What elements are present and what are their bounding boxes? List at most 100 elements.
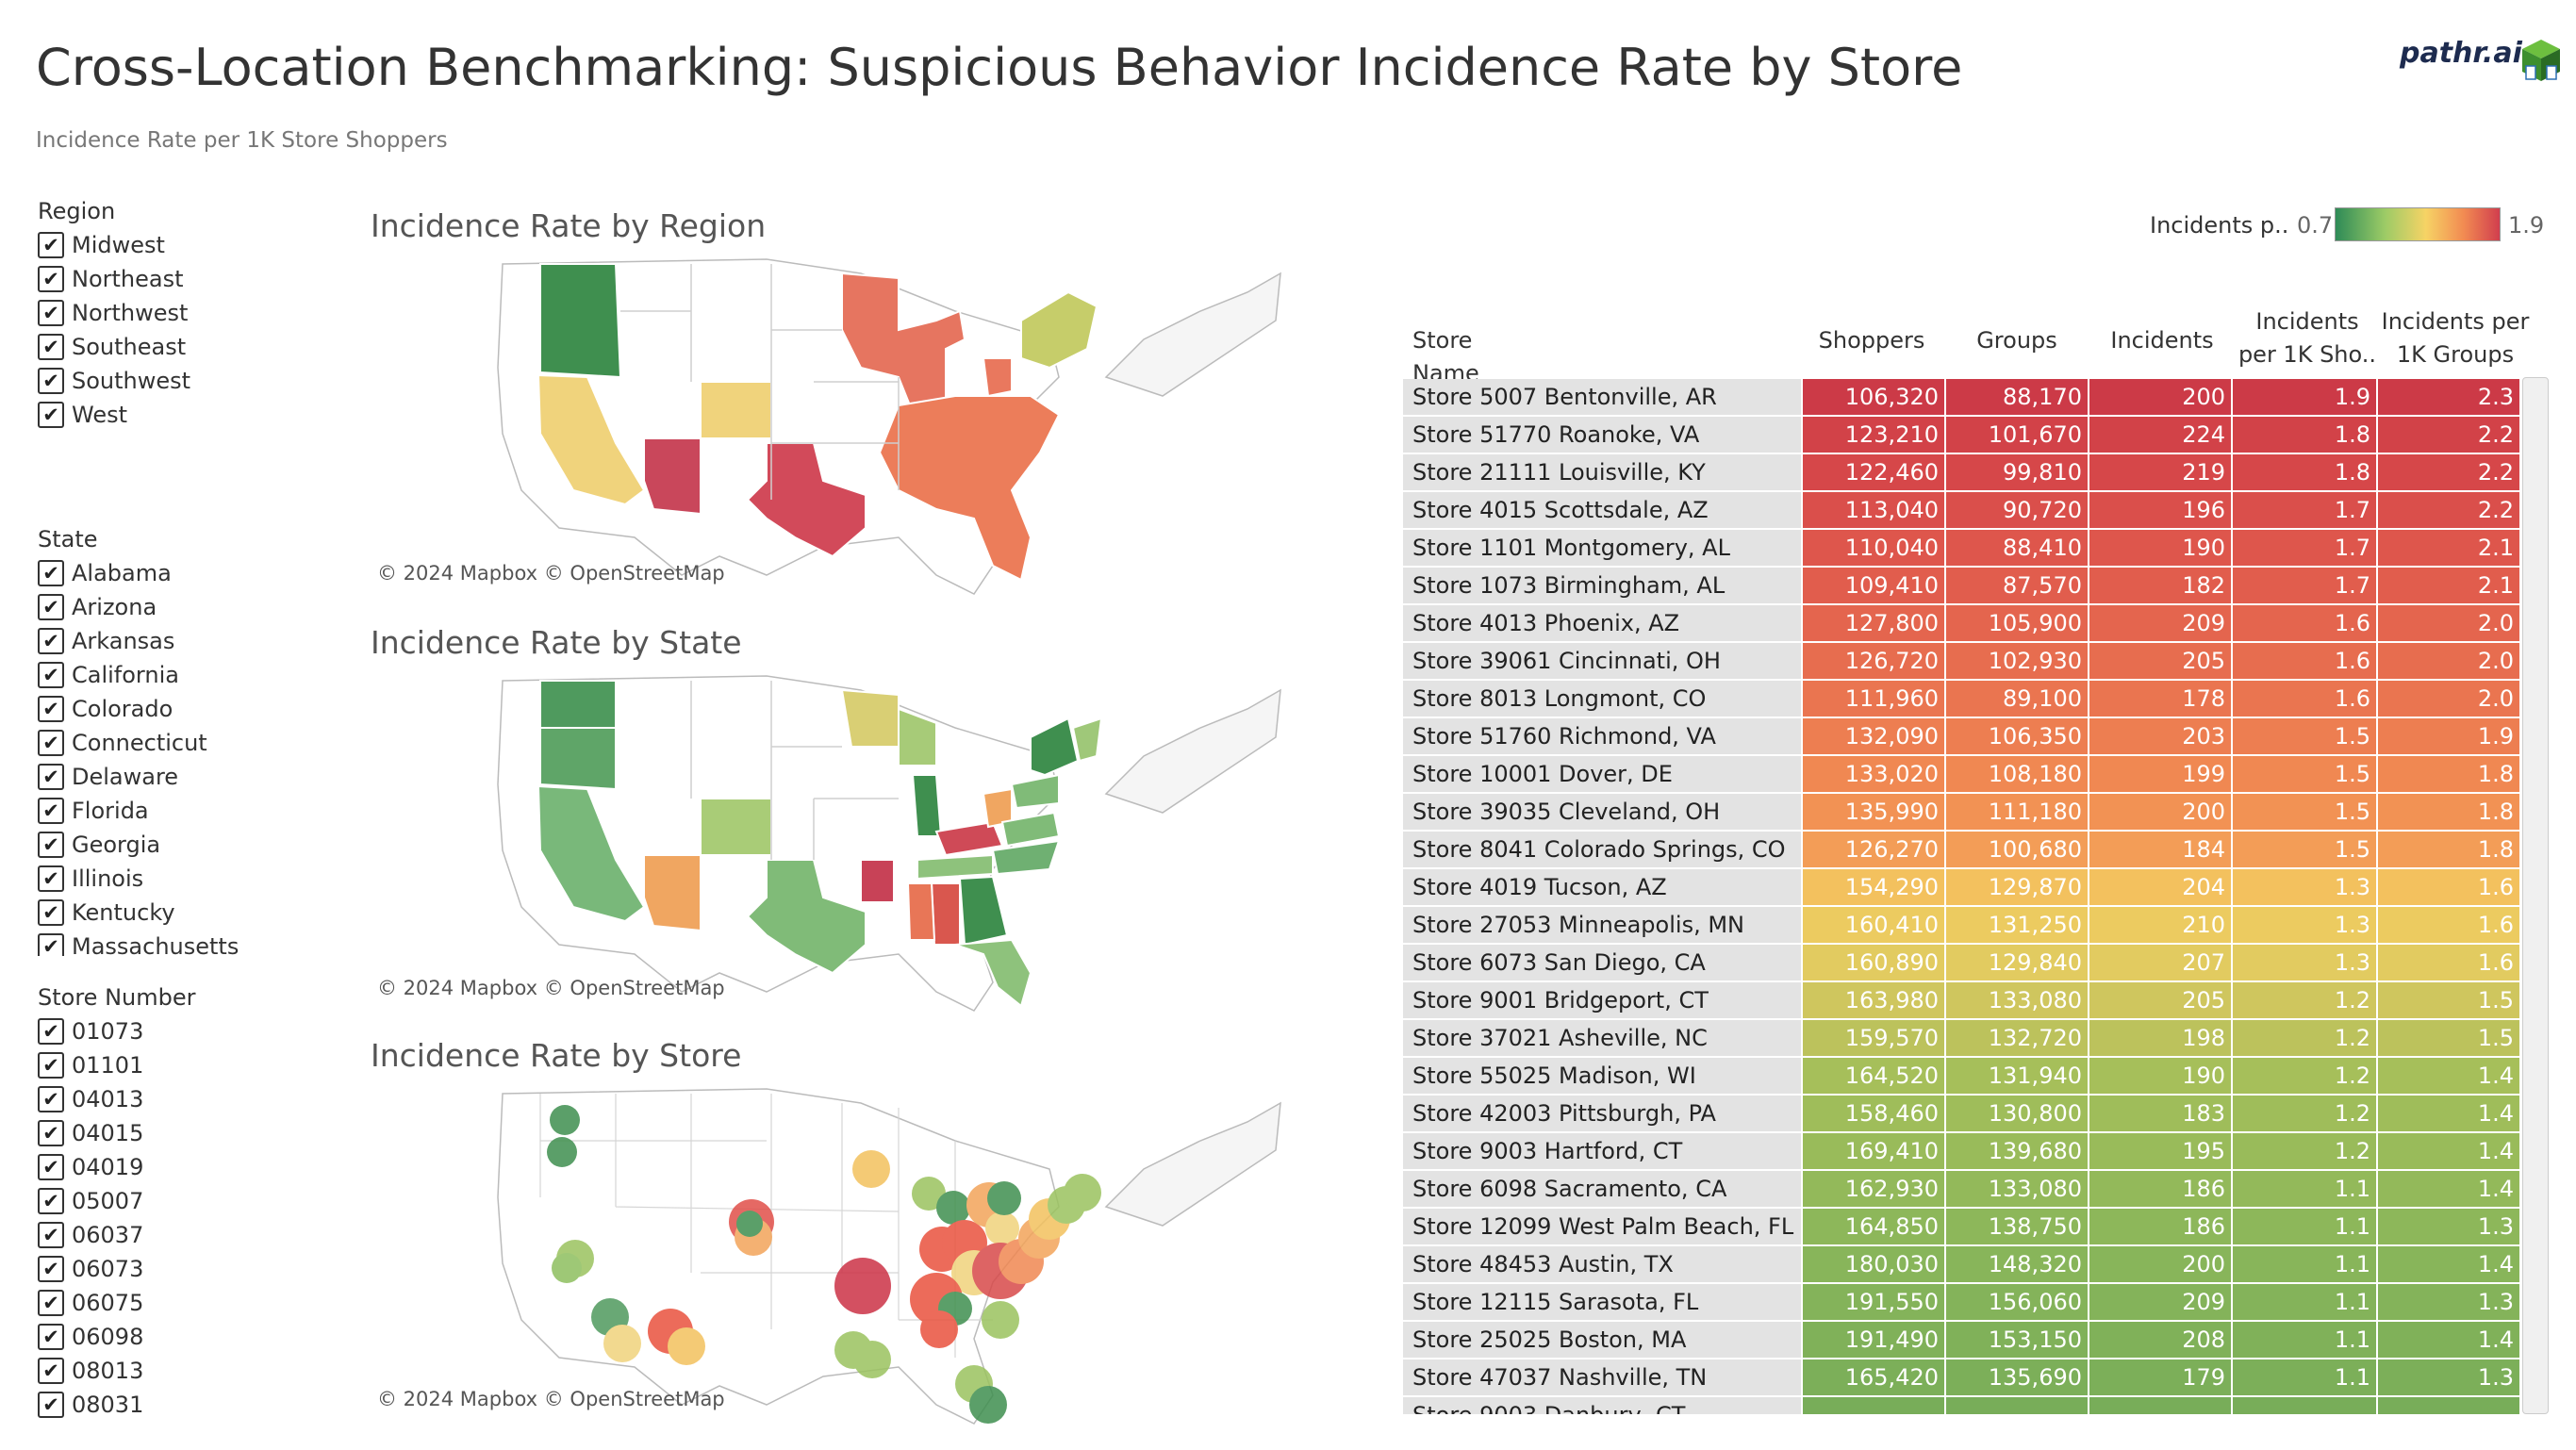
- table-row[interactable]: Store 1101 Montgomery, AL 110,040 88,410 19…: [1403, 530, 2519, 566]
- checkbox-checked-icon[interactable]: ✔: [38, 594, 64, 620]
- store-number-option[interactable]: ✔ 05007: [38, 1184, 195, 1218]
- table-row[interactable]: Store 10001 Dover, DE 133,020 108,180 199 1.…: [1403, 756, 2519, 792]
- checkbox-checked-icon[interactable]: ✔: [38, 1018, 64, 1045]
- checkbox-checked-icon[interactable]: ✔: [38, 1290, 64, 1316]
- table-row[interactable]: Store 55025 Madison, WI 164,520 131,940 190…: [1403, 1058, 2519, 1094]
- table-row[interactable]: Store 5007 Bentonville, AR 106,320 88,170 2…: [1403, 379, 2519, 415]
- header-incidents-per-1k-shoppers[interactable]: Incidents per 1K Sho..: [2237, 305, 2378, 371]
- checkbox-checked-icon[interactable]: ✔: [38, 402, 64, 428]
- checkbox-checked-icon[interactable]: ✔: [38, 662, 64, 688]
- checkbox-checked-icon[interactable]: ✔: [38, 1222, 64, 1248]
- checkbox-checked-icon[interactable]: ✔: [38, 628, 64, 654]
- table-row[interactable]: Store 8041 Colorado Springs, CO 126,270 10…: [1403, 832, 2519, 867]
- checkbox-checked-icon[interactable]: ✔: [38, 1358, 64, 1384]
- checkbox-checked-icon[interactable]: ✔: [38, 1188, 64, 1214]
- store-number-option[interactable]: ✔ 04019: [38, 1150, 195, 1184]
- region-option[interactable]: ✔ Northeast: [38, 262, 190, 296]
- store-number-option[interactable]: ✔ 01073: [38, 1014, 195, 1048]
- state-option[interactable]: ✔ Arizona: [38, 590, 239, 624]
- store-table[interactable]: Store 5007 Bentonville, AR 106,320 88,170 2…: [1403, 379, 2519, 1414]
- table-row[interactable]: Store 27053 Minneapolis, MN 160,410 131,25…: [1403, 907, 2519, 943]
- table-row[interactable]: Store 1073 Birmingham, AL 109,410 87,570 18…: [1403, 568, 2519, 603]
- checkbox-checked-icon[interactable]: ✔: [38, 899, 64, 926]
- table-row[interactable]: Store 4013 Phoenix, AZ 127,800 105,900 209 1…: [1403, 605, 2519, 641]
- table-row[interactable]: Store 21111 Louisville, KY 122,460 99,810 2…: [1403, 454, 2519, 490]
- checkbox-checked-icon[interactable]: ✔: [38, 1256, 64, 1282]
- header-shoppers[interactable]: Shoppers: [1818, 327, 1925, 354]
- checkbox-checked-icon[interactable]: ✔: [38, 1324, 64, 1350]
- state-option[interactable]: ✔ Alabama: [38, 556, 239, 590]
- table-row[interactable]: Store 47037 Nashville, TN 165,420 135,690 1…: [1403, 1359, 2519, 1395]
- header-incidents[interactable]: Incidents: [2110, 327, 2214, 354]
- region-map[interactable]: [371, 255, 1285, 603]
- table-row[interactable]: Store 51760 Richmond, VA 132,090 106,350 20…: [1403, 718, 2519, 754]
- table-scrollbar[interactable]: [2522, 377, 2549, 1414]
- table-row[interactable]: Store 4019 Tucson, AZ 154,290 129,870 204 1.…: [1403, 869, 2519, 905]
- checkbox-checked-icon[interactable]: ✔: [38, 832, 64, 858]
- state-map[interactable]: [371, 671, 1285, 1020]
- region-option[interactable]: ✔ Southwest: [38, 364, 190, 398]
- table-row[interactable]: Store 4015 Scottsdale, AZ 113,040 90,720 19…: [1403, 492, 2519, 528]
- checkbox-checked-icon[interactable]: ✔: [38, 1086, 64, 1112]
- store-number-option[interactable]: ✔ 04013: [38, 1082, 195, 1116]
- checkbox-checked-icon[interactable]: ✔: [38, 730, 64, 756]
- state-option[interactable]: ✔ Connecticut: [38, 726, 239, 760]
- table-row[interactable]: Store 39061 Cincinnati, OH 126,720 102,930…: [1403, 643, 2519, 679]
- store-map[interactable]: [371, 1084, 1285, 1433]
- store-number-option[interactable]: ✔ 06098: [38, 1320, 195, 1354]
- checkbox-checked-icon[interactable]: ✔: [38, 368, 64, 394]
- table-row[interactable]: Store 8013 Longmont, CO 111,960 89,100 178 1…: [1403, 681, 2519, 717]
- checkbox-checked-icon[interactable]: ✔: [38, 1392, 64, 1418]
- table-row[interactable]: Store 12099 West Palm Beach, FL 164,850 13…: [1403, 1209, 2519, 1244]
- state-option[interactable]: ✔ Colorado: [38, 692, 239, 726]
- checkbox-checked-icon[interactable]: ✔: [38, 266, 64, 292]
- table-row[interactable]: Store 48453 Austin, TX 180,030 148,320 200 1…: [1403, 1246, 2519, 1282]
- region-option[interactable]: ✔ Midwest: [38, 228, 190, 262]
- table-row[interactable]: Store 39035 Cleveland, OH 135,990 111,180 2…: [1403, 794, 2519, 830]
- region-option[interactable]: ✔ Southeast: [38, 330, 190, 364]
- state-option[interactable]: ✔ Illinois: [38, 862, 239, 896]
- table-row[interactable]: Store 6098 Sacramento, CA 162,930 133,080 1…: [1403, 1171, 2519, 1207]
- table-row[interactable]: Store 6073 San Diego, CA 160,890 129,840 20…: [1403, 945, 2519, 980]
- table-row[interactable]: Store 51770 Roanoke, VA 123,210 101,670 224…: [1403, 417, 2519, 453]
- table-row[interactable]: Store 37021 Asheville, NC 159,570 132,720 1…: [1403, 1020, 2519, 1056]
- checkbox-checked-icon[interactable]: ✔: [38, 334, 64, 360]
- checkbox-checked-icon[interactable]: ✔: [38, 696, 64, 722]
- checkbox-checked-icon[interactable]: ✔: [38, 300, 64, 326]
- checkbox-checked-icon[interactable]: ✔: [38, 1120, 64, 1146]
- state-option[interactable]: ✔ Delaware: [38, 760, 239, 794]
- store-number-option[interactable]: ✔ 06075: [38, 1286, 195, 1320]
- state-option[interactable]: ✔ Arkansas: [38, 624, 239, 658]
- state-option[interactable]: ✔ Florida: [38, 794, 239, 828]
- state-option[interactable]: ✔ Georgia: [38, 828, 239, 862]
- checkbox-checked-icon[interactable]: ✔: [38, 1154, 64, 1180]
- table-row[interactable]: Store 9003 Danbury, CT: [1403, 1397, 2519, 1414]
- state-option[interactable]: ✔ California: [38, 658, 239, 692]
- state-option[interactable]: ✔ Massachusetts: [38, 930, 239, 956]
- store-number-option[interactable]: ✔ 08013: [38, 1354, 195, 1388]
- store-markers[interactable]: [547, 1105, 1101, 1424]
- checkbox-checked-icon[interactable]: ✔: [38, 798, 64, 824]
- checkbox-checked-icon[interactable]: ✔: [38, 560, 64, 586]
- table-row[interactable]: Store 42003 Pittsburgh, PA 158,460 130,800…: [1403, 1096, 2519, 1131]
- checkbox-checked-icon[interactable]: ✔: [38, 933, 64, 956]
- checkbox-checked-icon[interactable]: ✔: [38, 764, 64, 790]
- state-option[interactable]: ✔ Kentucky: [38, 896, 239, 930]
- store-number-option[interactable]: ✔ 04015: [38, 1116, 195, 1150]
- table-row[interactable]: Store 9003 Hartford, CT 169,410 139,680 195…: [1403, 1133, 2519, 1169]
- region-option[interactable]: ✔ West: [38, 398, 190, 432]
- store-number-option[interactable]: ✔ 06073: [38, 1252, 195, 1286]
- store-number-option[interactable]: ✔ 08031: [38, 1388, 195, 1422]
- region-option[interactable]: ✔ Northwest: [38, 296, 190, 330]
- header-incidents-per-1k-groups[interactable]: Incidents per 1K Groups: [2380, 305, 2531, 371]
- header-groups[interactable]: Groups: [1976, 327, 2057, 354]
- checkbox-checked-icon[interactable]: ✔: [38, 1052, 64, 1079]
- checkbox-checked-icon[interactable]: ✔: [38, 865, 64, 892]
- table-row[interactable]: Store 25025 Boston, MA 191,490 153,150 208 1…: [1403, 1322, 2519, 1358]
- store-number-option[interactable]: ✔ 06037: [38, 1218, 195, 1252]
- checkbox-checked-icon[interactable]: ✔: [38, 232, 64, 258]
- store-number-option[interactable]: ✔ 01101: [38, 1048, 195, 1082]
- incidents-cell: 196: [2089, 492, 2231, 528]
- table-row[interactable]: Store 12115 Sarasota, FL 191,550 156,060 20…: [1403, 1284, 2519, 1320]
- table-row[interactable]: Store 9001 Bridgeport, CT 163,980 133,080 2…: [1403, 982, 2519, 1018]
